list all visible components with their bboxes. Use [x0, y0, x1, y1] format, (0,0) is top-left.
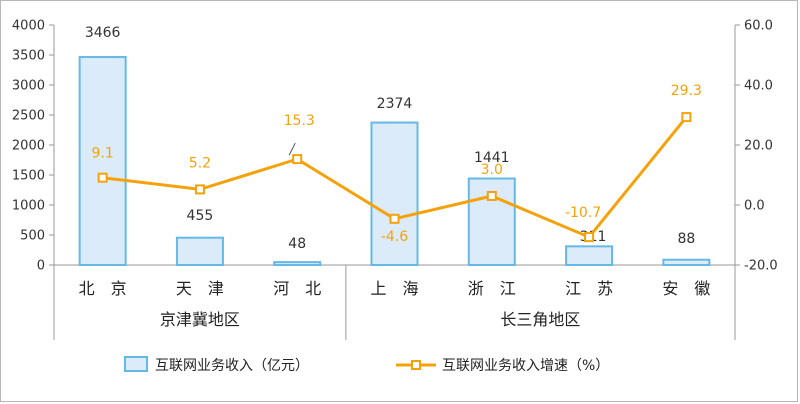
growth-value-label: 29.3 — [671, 83, 702, 99]
growth-point — [292, 154, 303, 165]
bar — [565, 245, 614, 266]
legend-bar-swatch — [124, 356, 148, 372]
y-left-tick-label: 1000 — [12, 199, 45, 214]
y-left-tick-label: 3000 — [12, 79, 45, 94]
growth-point — [97, 172, 108, 183]
growth-point — [486, 191, 497, 201]
y-left-tick-label: 0 — [37, 259, 45, 274]
legend-bar-label: 互联网业务收入（亿元） — [155, 358, 309, 374]
growth-point — [584, 232, 595, 243]
y-left-tick-label: 4000 — [12, 19, 45, 34]
x-category-label: 安 徽 — [662, 279, 710, 298]
growth-value-label: 5.2 — [189, 155, 211, 171]
y-right-tick-label: 20.0 — [744, 139, 773, 154]
legend-line-marker — [411, 360, 421, 370]
growth-value-label: 15.3 — [284, 113, 315, 129]
x-category-label: 江 苏 — [565, 279, 613, 298]
y-right-tick-label: 0.0 — [744, 199, 765, 214]
group-label: 长三角地区 — [500, 310, 580, 329]
growth-value-label: -10.7 — [565, 205, 601, 221]
x-category-label: 上 海 — [370, 279, 418, 298]
y-right-tick-label: 40.0 — [744, 79, 773, 94]
growth-point — [194, 184, 205, 195]
growth-point — [681, 112, 692, 123]
bar-value-label: 48 — [288, 236, 306, 252]
bar-value-label: 455 — [187, 208, 214, 224]
x-category-label: 河 北 — [273, 279, 321, 298]
legend-line-label: 互联网业务收入增速（%） — [442, 358, 609, 374]
x-category-label: 浙 江 — [468, 279, 516, 298]
leader-line — [288, 142, 296, 156]
bar-value-label: 1441 — [474, 150, 510, 166]
y-right-tick-label: -20.0 — [744, 259, 778, 274]
growth-value-label: -4.6 — [381, 229, 408, 245]
x-category-label: 天 津 — [176, 279, 224, 298]
growth-point — [389, 213, 400, 224]
y-left-tick-label: 2000 — [12, 139, 45, 154]
y-left-tick-label: 2500 — [12, 109, 45, 124]
x-category-label: 北 京 — [79, 279, 127, 298]
bar — [370, 121, 419, 266]
y-left-tick-label: 3500 — [12, 49, 45, 64]
y-left-tick-label: 1500 — [12, 169, 45, 184]
bar — [662, 258, 711, 267]
bar-value-label: 2374 — [377, 96, 413, 112]
y-right-tick-label: 60.0 — [744, 19, 773, 34]
y-left-tick-label: 500 — [20, 229, 45, 244]
group-label: 京津冀地区 — [160, 310, 240, 329]
bar-value-label: 3466 — [85, 25, 121, 41]
bar — [175, 236, 224, 266]
bar — [78, 56, 127, 267]
growth-value-label: 9.1 — [92, 146, 114, 162]
bar — [273, 261, 322, 266]
bar-value-label: 88 — [677, 231, 695, 247]
growth-value-label: 3.0 — [481, 162, 503, 178]
